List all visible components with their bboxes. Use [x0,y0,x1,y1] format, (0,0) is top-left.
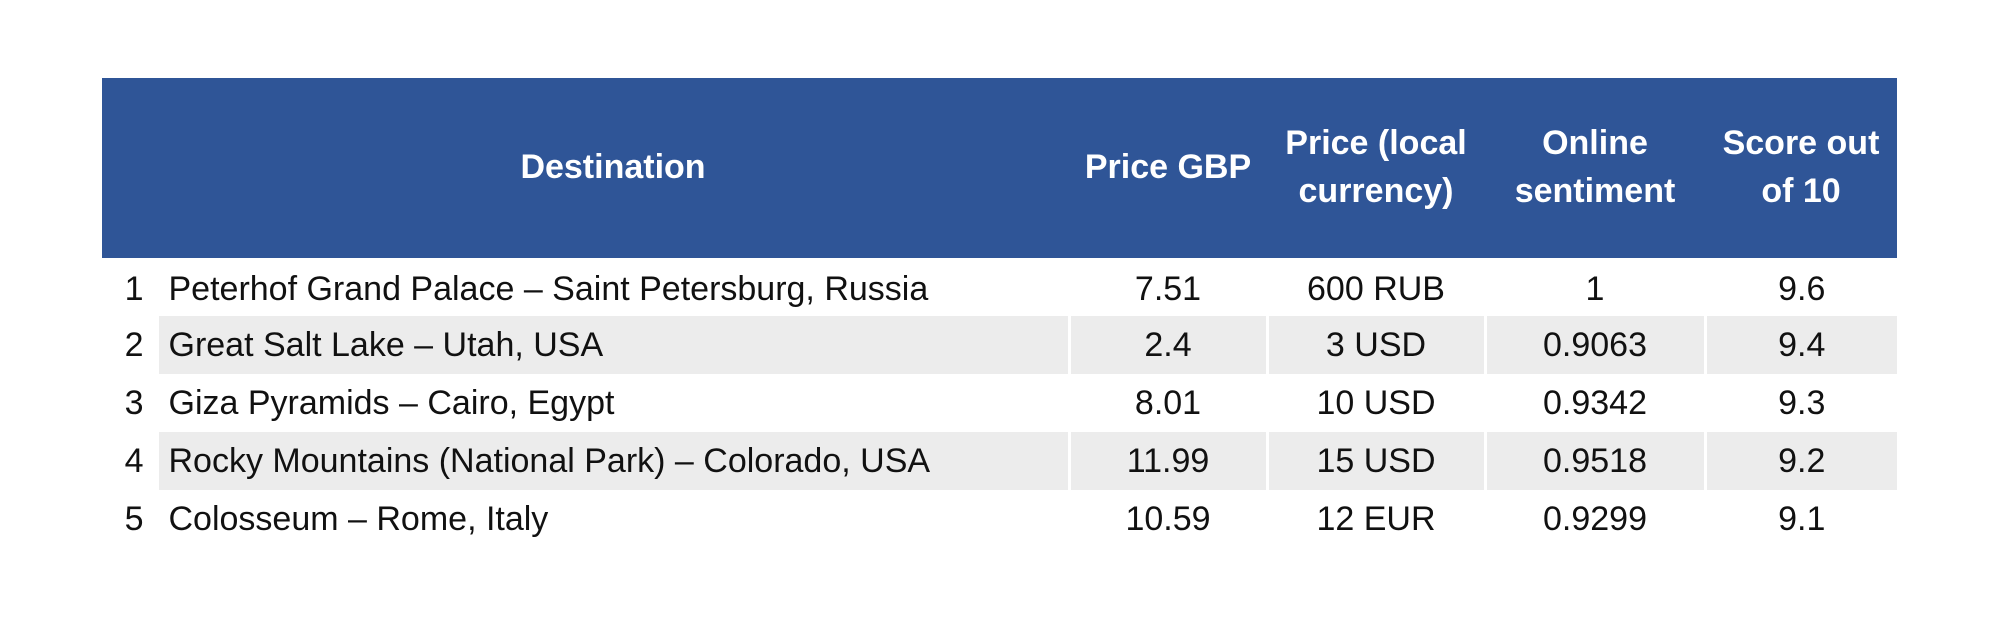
header-price-local: Price (local currency) [1267,78,1485,258]
price-gbp-cell: 8.01 [1069,374,1269,432]
destinations-table-container: Destination Price GBP Price (local curre… [102,78,1897,548]
destinations-table: Destination Price GBP Price (local curre… [102,78,1897,548]
table-row: 4 Rocky Mountains (National Park) – Colo… [102,432,1897,490]
price-local-cell: 3 USD [1267,316,1487,374]
table-row: 2 Great Salt Lake – Utah, USA 2.4 3 USD … [102,316,1897,374]
sentiment-cell: 0.9518 [1485,432,1707,490]
rank-cell: 5 [102,490,159,548]
destination-cell: Giza Pyramids – Cairo, Egypt [157,374,1071,432]
price-local-cell: 600 RUB [1267,258,1487,316]
sentiment-cell: 1 [1485,258,1707,316]
rank-cell: 4 [102,432,159,490]
table-row: 5 Colosseum – Rome, Italy 10.59 12 EUR 0… [102,490,1897,548]
destination-cell: Great Salt Lake – Utah, USA [157,316,1071,374]
price-local-cell: 10 USD [1267,374,1487,432]
destination-cell: Colosseum – Rome, Italy [157,490,1071,548]
rank-cell: 1 [102,258,159,316]
rank-cell: 2 [102,316,159,374]
header-rank [102,78,157,258]
price-gbp-cell: 11.99 [1069,432,1269,490]
sentiment-cell: 0.9342 [1485,374,1707,432]
price-gbp-cell: 2.4 [1069,316,1269,374]
price-local-cell: 15 USD [1267,432,1487,490]
header-online-sentiment: Online sentiment [1485,78,1705,258]
price-gbp-cell: 7.51 [1069,258,1269,316]
header-destination: Destination [157,78,1069,258]
destination-cell: Rocky Mountains (National Park) – Colora… [157,432,1071,490]
price-local-cell: 12 EUR [1267,490,1487,548]
sentiment-cell: 0.9063 [1485,316,1707,374]
table-row: 1 Peterhof Grand Palace – Saint Petersbu… [102,258,1897,316]
table-header-row: Destination Price GBP Price (local curre… [102,78,1897,258]
header-score: Score out of 10 [1705,78,1897,258]
score-cell: 9.2 [1705,432,1897,490]
score-cell: 9.1 [1778,499,1826,538]
table-row: 3 Giza Pyramids – Cairo, Egypt 8.01 10 U… [102,374,1897,432]
price-gbp-cell: 10.59 [1069,490,1269,548]
score-cell: 9.3 [1778,383,1826,422]
score-cell: 9.6 [1778,269,1826,308]
sentiment-cell: 0.9299 [1485,490,1707,548]
destination-cell: Peterhof Grand Palace – Saint Petersburg… [157,258,1071,316]
header-price-gbp: Price GBP [1069,78,1267,258]
rank-cell: 3 [102,374,159,432]
score-cell: 9.4 [1705,316,1897,374]
